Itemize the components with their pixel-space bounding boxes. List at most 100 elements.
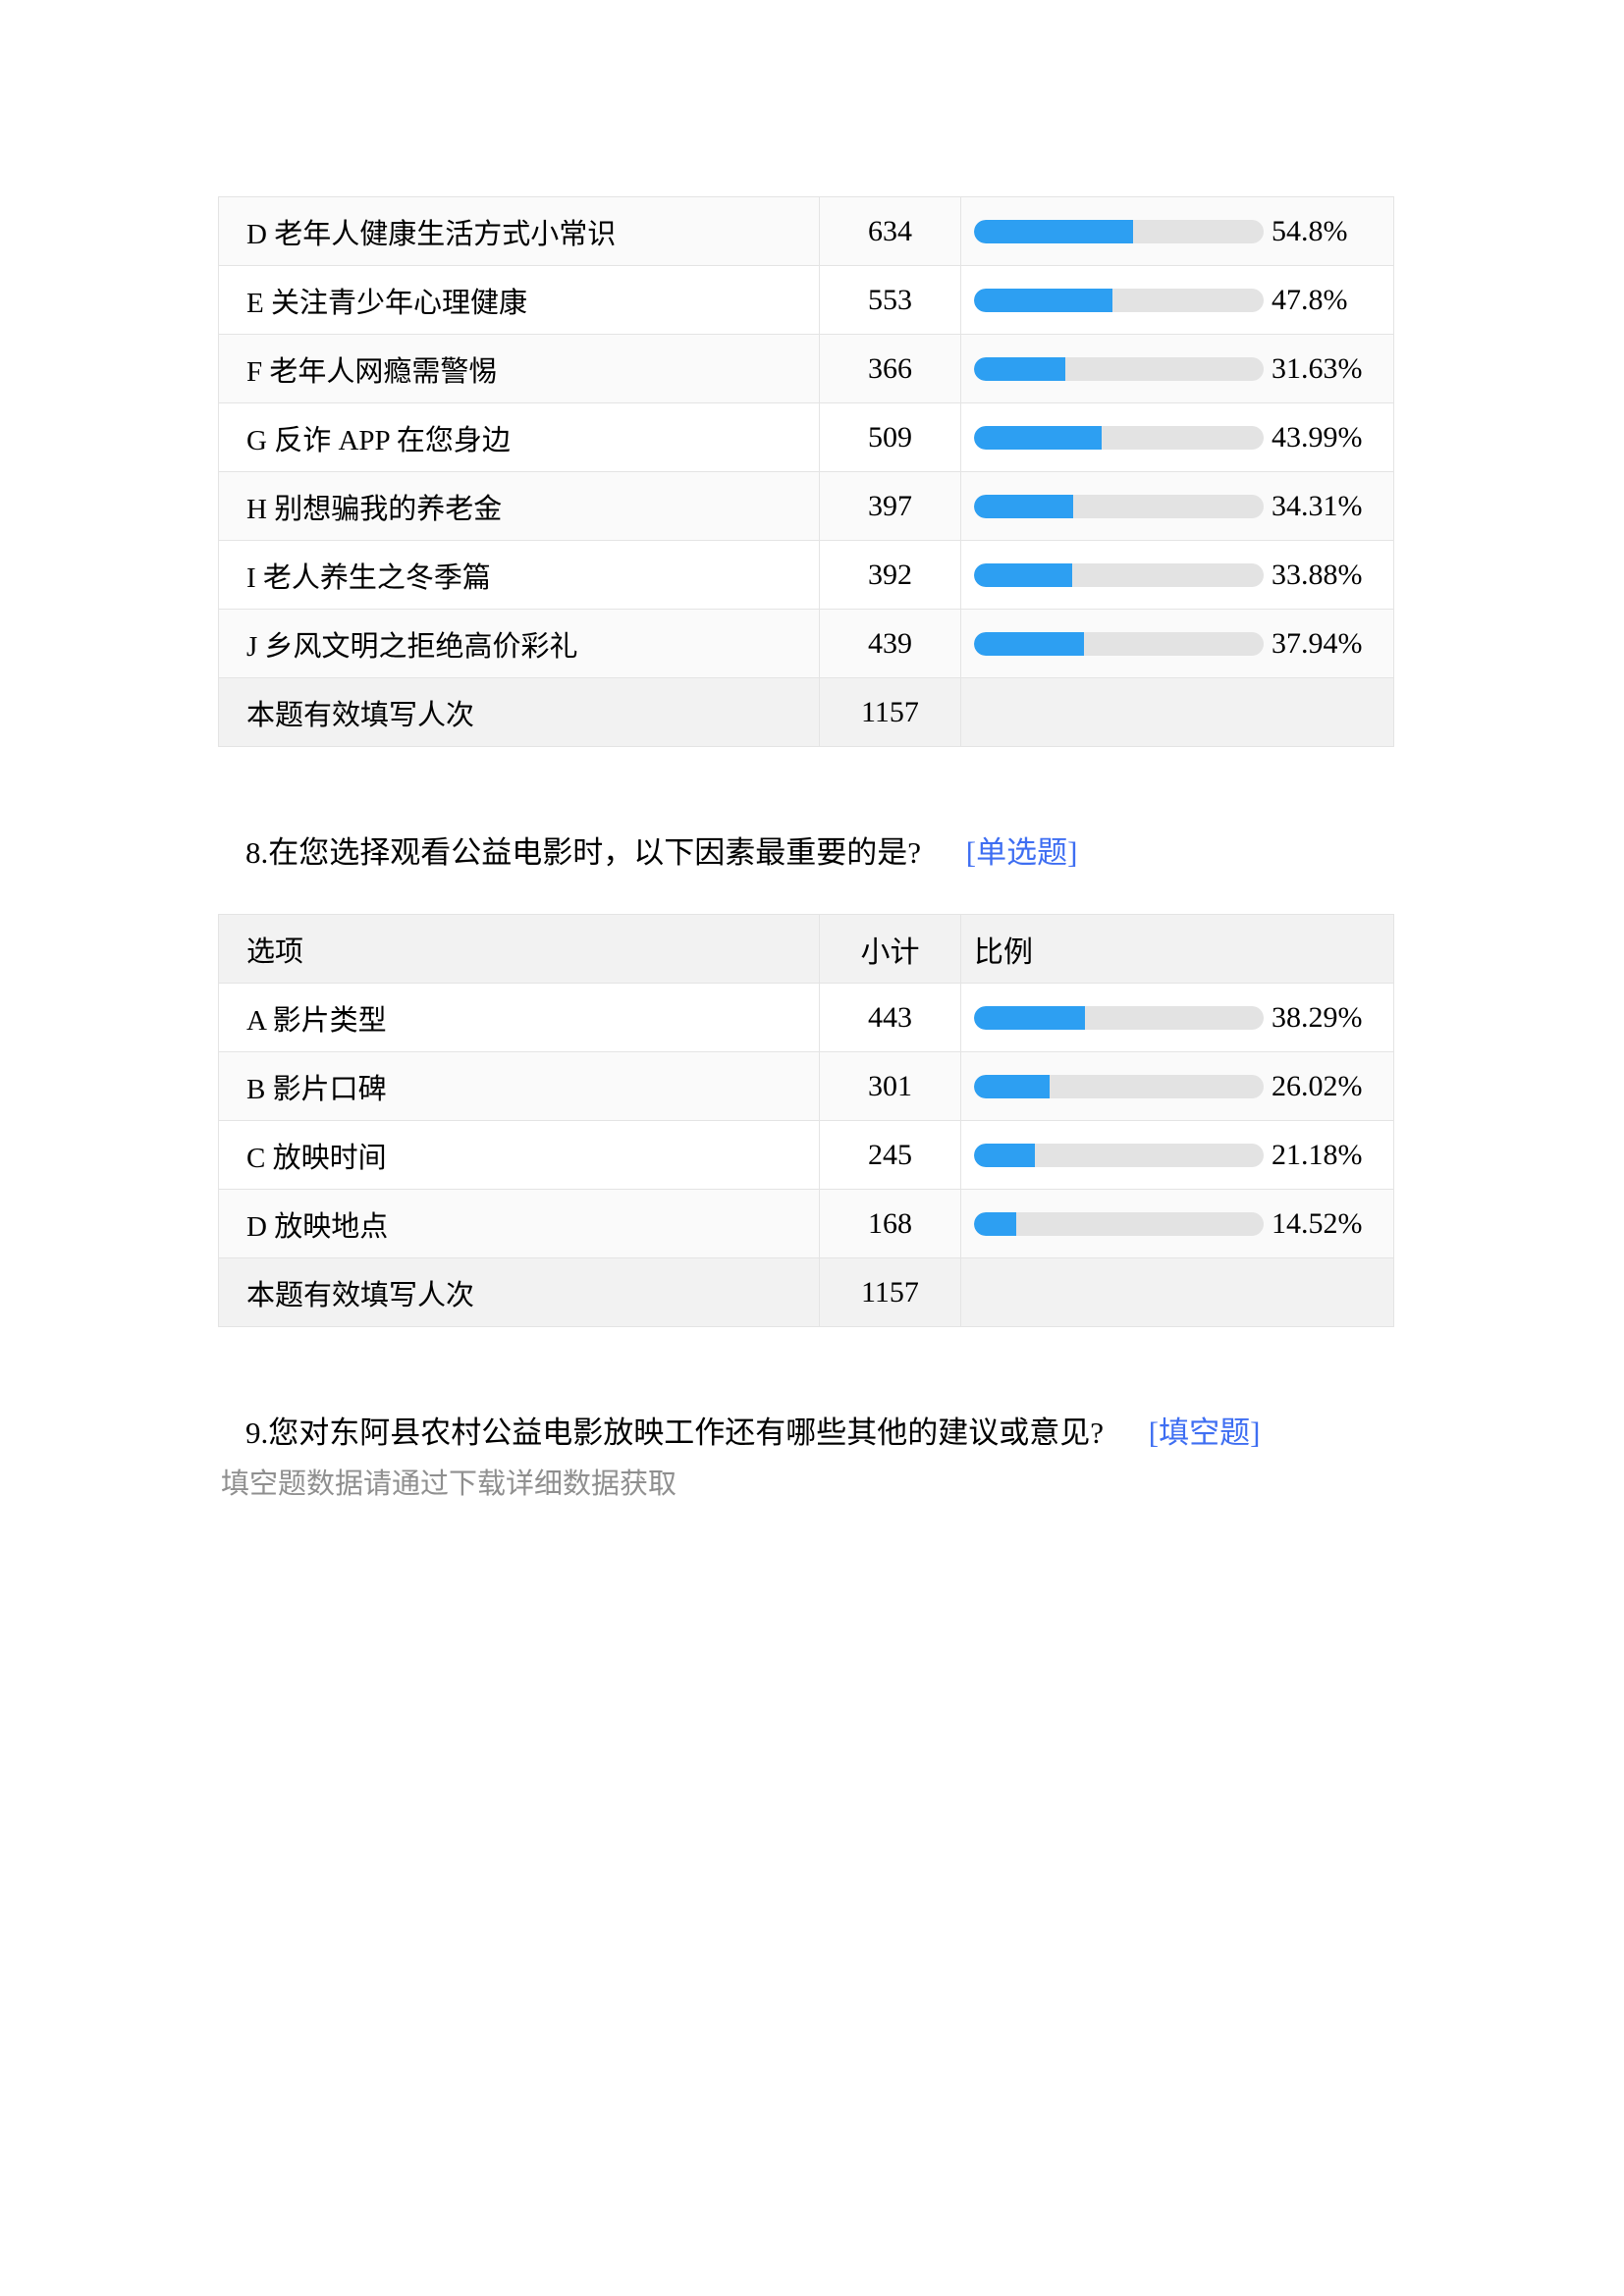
question9-note: 填空题数据请通过下载详细数据获取 — [221, 1468, 677, 1500]
table-row: G 反诈 APP 在您身边 509 43.99% — [219, 403, 1393, 472]
question7-results-table: D 老年人健康生活方式小常识 634 54.8% E 关注青少年心理健康 553 47.8… — [218, 196, 1394, 747]
percent-bar-track — [974, 1074, 1264, 1098]
percent-bar-track — [974, 1143, 1264, 1167]
summary-count: 1157 — [819, 678, 960, 746]
percent-bar-track — [974, 562, 1264, 587]
table-row: B 影片口碑 301 26.02% — [219, 1052, 1393, 1121]
option-count: 245 — [819, 1121, 960, 1189]
question9-type-tag: [填空题] — [1148, 1415, 1261, 1450]
table-header-row: 选项 小计 比例 — [219, 915, 1393, 984]
option-ratio-cell: 33.88% — [960, 541, 1393, 609]
option-ratio-cell: 54.8% — [960, 197, 1393, 265]
option-count: 439 — [819, 610, 960, 677]
option-label: A 影片类型 — [246, 1004, 387, 1037]
percent-bar-fill — [974, 219, 1133, 243]
option-label: F 老年人网瘾需警惕 — [246, 355, 498, 388]
table-row: D 放映地点 168 14.52% — [219, 1190, 1393, 1258]
option-count: 366 — [819, 335, 960, 402]
table-row: C 放映时间 245 21.18% — [219, 1121, 1393, 1190]
percent-label: 47.8% — [1272, 283, 1348, 316]
summary-label: 本题有效填写人次 — [246, 1279, 475, 1311]
percent-bar-track — [974, 494, 1264, 518]
percent-bar-track — [974, 1211, 1264, 1236]
percent-label: 54.8% — [1272, 214, 1348, 247]
survey-results-content: D 老年人健康生活方式小常识 634 54.8% E 关注青少年心理健康 553 47.8… — [218, 196, 1394, 1501]
table-summary-row: 本题有效填写人次 1157 — [219, 1258, 1393, 1327]
option-label: D 老年人健康生活方式小常识 — [246, 218, 617, 250]
header-option-label: 选项 — [246, 935, 304, 968]
percent-label: 14.52% — [1272, 1206, 1363, 1240]
option-ratio-cell: 26.02% — [960, 1052, 1393, 1120]
summary-label: 本题有效填写人次 — [246, 699, 475, 731]
table-row: J 乡风文明之拒绝高价彩礼 439 37.94% — [219, 610, 1393, 678]
option-ratio-cell: 31.63% — [960, 335, 1393, 402]
option-label: C 放映时间 — [246, 1142, 387, 1174]
table-summary-row: 本题有效填写人次 1157 — [219, 678, 1393, 747]
table-row: D 老年人健康生活方式小常识 634 54.8% — [219, 197, 1393, 266]
percent-bar-fill — [974, 1074, 1050, 1098]
header-count-label: 小计 — [819, 915, 960, 983]
option-ratio-cell: 14.52% — [960, 1190, 1393, 1257]
option-ratio-cell: 47.8% — [960, 266, 1393, 334]
summary-ratio-cell — [960, 1258, 1393, 1326]
table-row: A 影片类型 443 38.29% — [219, 984, 1393, 1052]
option-label: H 别想骗我的养老金 — [246, 493, 503, 525]
percent-label: 43.99% — [1272, 420, 1363, 454]
percent-bar-fill — [974, 356, 1066, 381]
question8-type-tag: [单选题] — [965, 835, 1078, 870]
option-label: I 老人养生之冬季篇 — [246, 561, 491, 594]
option-count: 634 — [819, 197, 960, 265]
option-label: D 放映地点 — [246, 1210, 389, 1243]
percent-bar-fill — [974, 631, 1084, 656]
option-count: 397 — [819, 472, 960, 540]
table-row: E 关注青少年心理健康 553 47.8% — [219, 266, 1393, 335]
question9-title-text: 9.您对东阿县农村公益电影放映工作还有哪些其他的建议或意见? — [245, 1415, 1105, 1450]
percent-bar-track — [974, 1005, 1264, 1030]
header-ratio-label: 比例 — [960, 915, 1393, 983]
question8-results-table: 选项 小计 比例 A 影片类型 443 38.29% B 影片口碑 301 26.02% C 放映… — [218, 914, 1394, 1327]
percent-label: 26.02% — [1272, 1069, 1363, 1102]
table-row: F 老年人网瘾需警惕 366 31.63% — [219, 335, 1393, 403]
percent-label: 33.88% — [1272, 558, 1363, 591]
option-label: E 关注青少年心理健康 — [246, 287, 527, 319]
option-count: 301 — [819, 1052, 960, 1120]
percent-bar-track — [974, 356, 1264, 381]
percent-bar-fill — [974, 1211, 1016, 1236]
option-label: G 反诈 APP 在您身边 — [246, 424, 511, 456]
percent-bar-track — [974, 219, 1264, 243]
percent-bar-fill — [974, 425, 1102, 450]
option-count: 392 — [819, 541, 960, 609]
percent-bar-track — [974, 288, 1264, 312]
percent-bar-fill — [974, 1005, 1085, 1030]
option-label: J 乡风文明之拒绝高价彩礼 — [246, 630, 578, 663]
percent-label: 31.63% — [1272, 351, 1363, 385]
question8-title-text: 8.在您选择观看公益电影时，以下因素最重要的是? — [245, 835, 922, 870]
percent-bar-fill — [974, 1143, 1036, 1167]
question8-title: 8.在您选择观看公益电影时，以下因素最重要的是? [单选题] — [245, 830, 1394, 876]
percent-label: 38.29% — [1272, 1000, 1363, 1034]
option-count: 443 — [819, 984, 960, 1051]
option-ratio-cell: 38.29% — [960, 984, 1393, 1051]
percent-label: 34.31% — [1272, 489, 1363, 522]
option-ratio-cell: 43.99% — [960, 403, 1393, 471]
question9-title: 9.您对东阿县农村公益电影放映工作还有哪些其他的建议或意见? [填空题] — [245, 1411, 1394, 1456]
summary-ratio-cell — [960, 678, 1393, 746]
option-ratio-cell: 34.31% — [960, 472, 1393, 540]
percent-label: 21.18% — [1272, 1138, 1363, 1171]
percent-bar-track — [974, 425, 1264, 450]
table-row: H 别想骗我的养老金 397 34.31% — [219, 472, 1393, 541]
percent-label: 37.94% — [1272, 626, 1363, 660]
option-count: 553 — [819, 266, 960, 334]
option-ratio-cell: 21.18% — [960, 1121, 1393, 1189]
option-count: 509 — [819, 403, 960, 471]
percent-bar-fill — [974, 494, 1074, 518]
option-ratio-cell: 37.94% — [960, 610, 1393, 677]
option-label: B 影片口碑 — [246, 1073, 387, 1105]
percent-bar-fill — [974, 288, 1112, 312]
percent-bar-track — [974, 631, 1264, 656]
summary-count: 1157 — [819, 1258, 960, 1326]
percent-bar-fill — [974, 562, 1072, 587]
option-count: 168 — [819, 1190, 960, 1257]
table-row: I 老人养生之冬季篇 392 33.88% — [219, 541, 1393, 610]
